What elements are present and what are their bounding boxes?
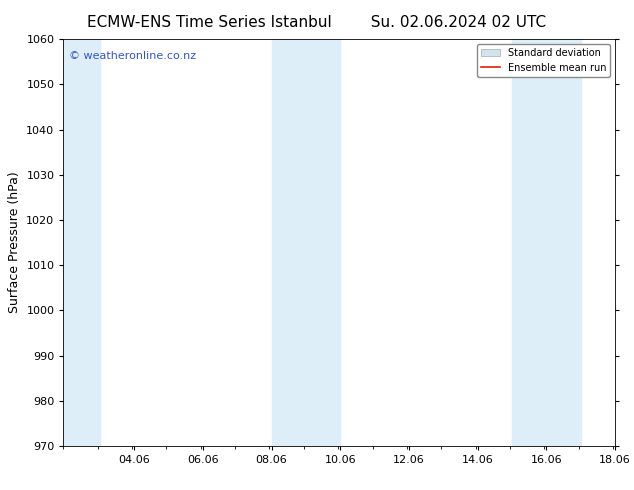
Bar (512, 39, 547, 446)
Bar (63, 39, 100, 446)
Text: ECMW-ENS Time Series Istanbul        Su. 02.06.2024 02 UTC: ECMW-ENS Time Series Istanbul Su. 02.06.… (87, 15, 547, 30)
Bar (547, 39, 581, 446)
Text: © weatheronline.co.nz: © weatheronline.co.nz (69, 51, 196, 61)
Legend: Standard deviation, Ensemble mean run: Standard deviation, Ensemble mean run (477, 44, 610, 77)
Y-axis label: Surface Pressure (hPa): Surface Pressure (hPa) (8, 172, 21, 314)
Bar (306, 39, 340, 446)
Bar (271, 39, 306, 446)
